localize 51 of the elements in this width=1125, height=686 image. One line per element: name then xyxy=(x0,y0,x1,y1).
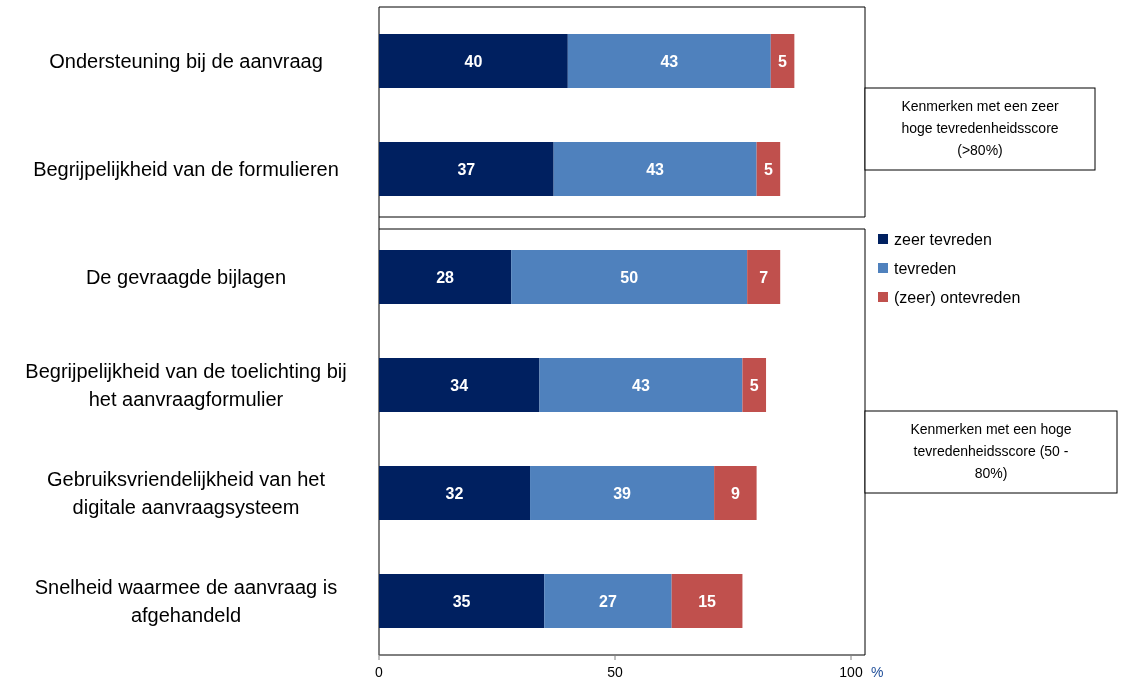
data-label: 9 xyxy=(730,484,740,502)
bar xyxy=(756,142,781,196)
legend-label: zeer tevreden xyxy=(894,230,992,248)
bar xyxy=(770,34,795,88)
data-label: 7 xyxy=(759,268,769,286)
y-tick-label: Begrijpelijkheid van de toelichting bij het aanvraagformulier xyxy=(25,360,347,410)
data-label: 15 xyxy=(698,592,717,610)
bar xyxy=(742,358,767,412)
bar xyxy=(567,34,771,88)
bar xyxy=(714,466,757,520)
x-axis-title: % xyxy=(871,664,884,680)
bar xyxy=(379,250,512,304)
bar xyxy=(379,142,554,196)
bar xyxy=(379,34,568,88)
y-tick-label: Ondersteuning bij de aanvraag xyxy=(49,50,323,72)
bar xyxy=(379,574,545,628)
x-tick-label: 0 xyxy=(375,664,384,680)
data-label: 43 xyxy=(660,52,679,70)
data-label: 34 xyxy=(450,376,469,394)
bar xyxy=(539,358,743,412)
bar xyxy=(747,250,781,304)
data-label: 28 xyxy=(436,268,455,286)
bar xyxy=(511,250,748,304)
data-label: 39 xyxy=(613,484,632,502)
y-tick-label: Begrijpelijkheid van de formulieren xyxy=(33,158,339,180)
data-label: 5 xyxy=(763,160,773,178)
legend-label: tevreden xyxy=(894,259,957,277)
data-label: 50 xyxy=(620,268,639,286)
bar xyxy=(544,574,672,628)
x-tick-label: 100 xyxy=(839,664,863,680)
bar xyxy=(379,466,531,520)
x-tick-label: 50 xyxy=(607,664,623,680)
data-label: 5 xyxy=(749,376,759,394)
data-label: 43 xyxy=(632,376,650,394)
data-label: 5 xyxy=(778,52,788,70)
data-label: 32 xyxy=(445,484,464,502)
bar xyxy=(553,142,757,196)
y-tick-label: Snelheid waarmee de aanvraag is afgehandeld xyxy=(34,576,338,626)
data-label: 40 xyxy=(464,52,483,70)
data-label: 43 xyxy=(646,160,665,178)
legend-label: (zeer) ontevreden xyxy=(894,288,1021,306)
data-label: 35 xyxy=(452,592,471,610)
bar xyxy=(671,574,743,628)
data-label: 37 xyxy=(457,160,476,178)
text: Kenmerken met een zeer hoge tevredenheidsscore (>80%) xyxy=(901,98,1059,158)
bar xyxy=(379,358,540,412)
y-tick-label: Gebruiksvriendelijkheid van het digitale aanvraagsysteem xyxy=(47,468,326,518)
y-tick-label: De gevraagde bijlagen xyxy=(85,266,287,288)
data-label: 27 xyxy=(599,592,617,610)
bar xyxy=(530,466,715,520)
text: Kenmerken met een hoge tevredenheidsscore (50 - 80%) xyxy=(910,421,1072,481)
